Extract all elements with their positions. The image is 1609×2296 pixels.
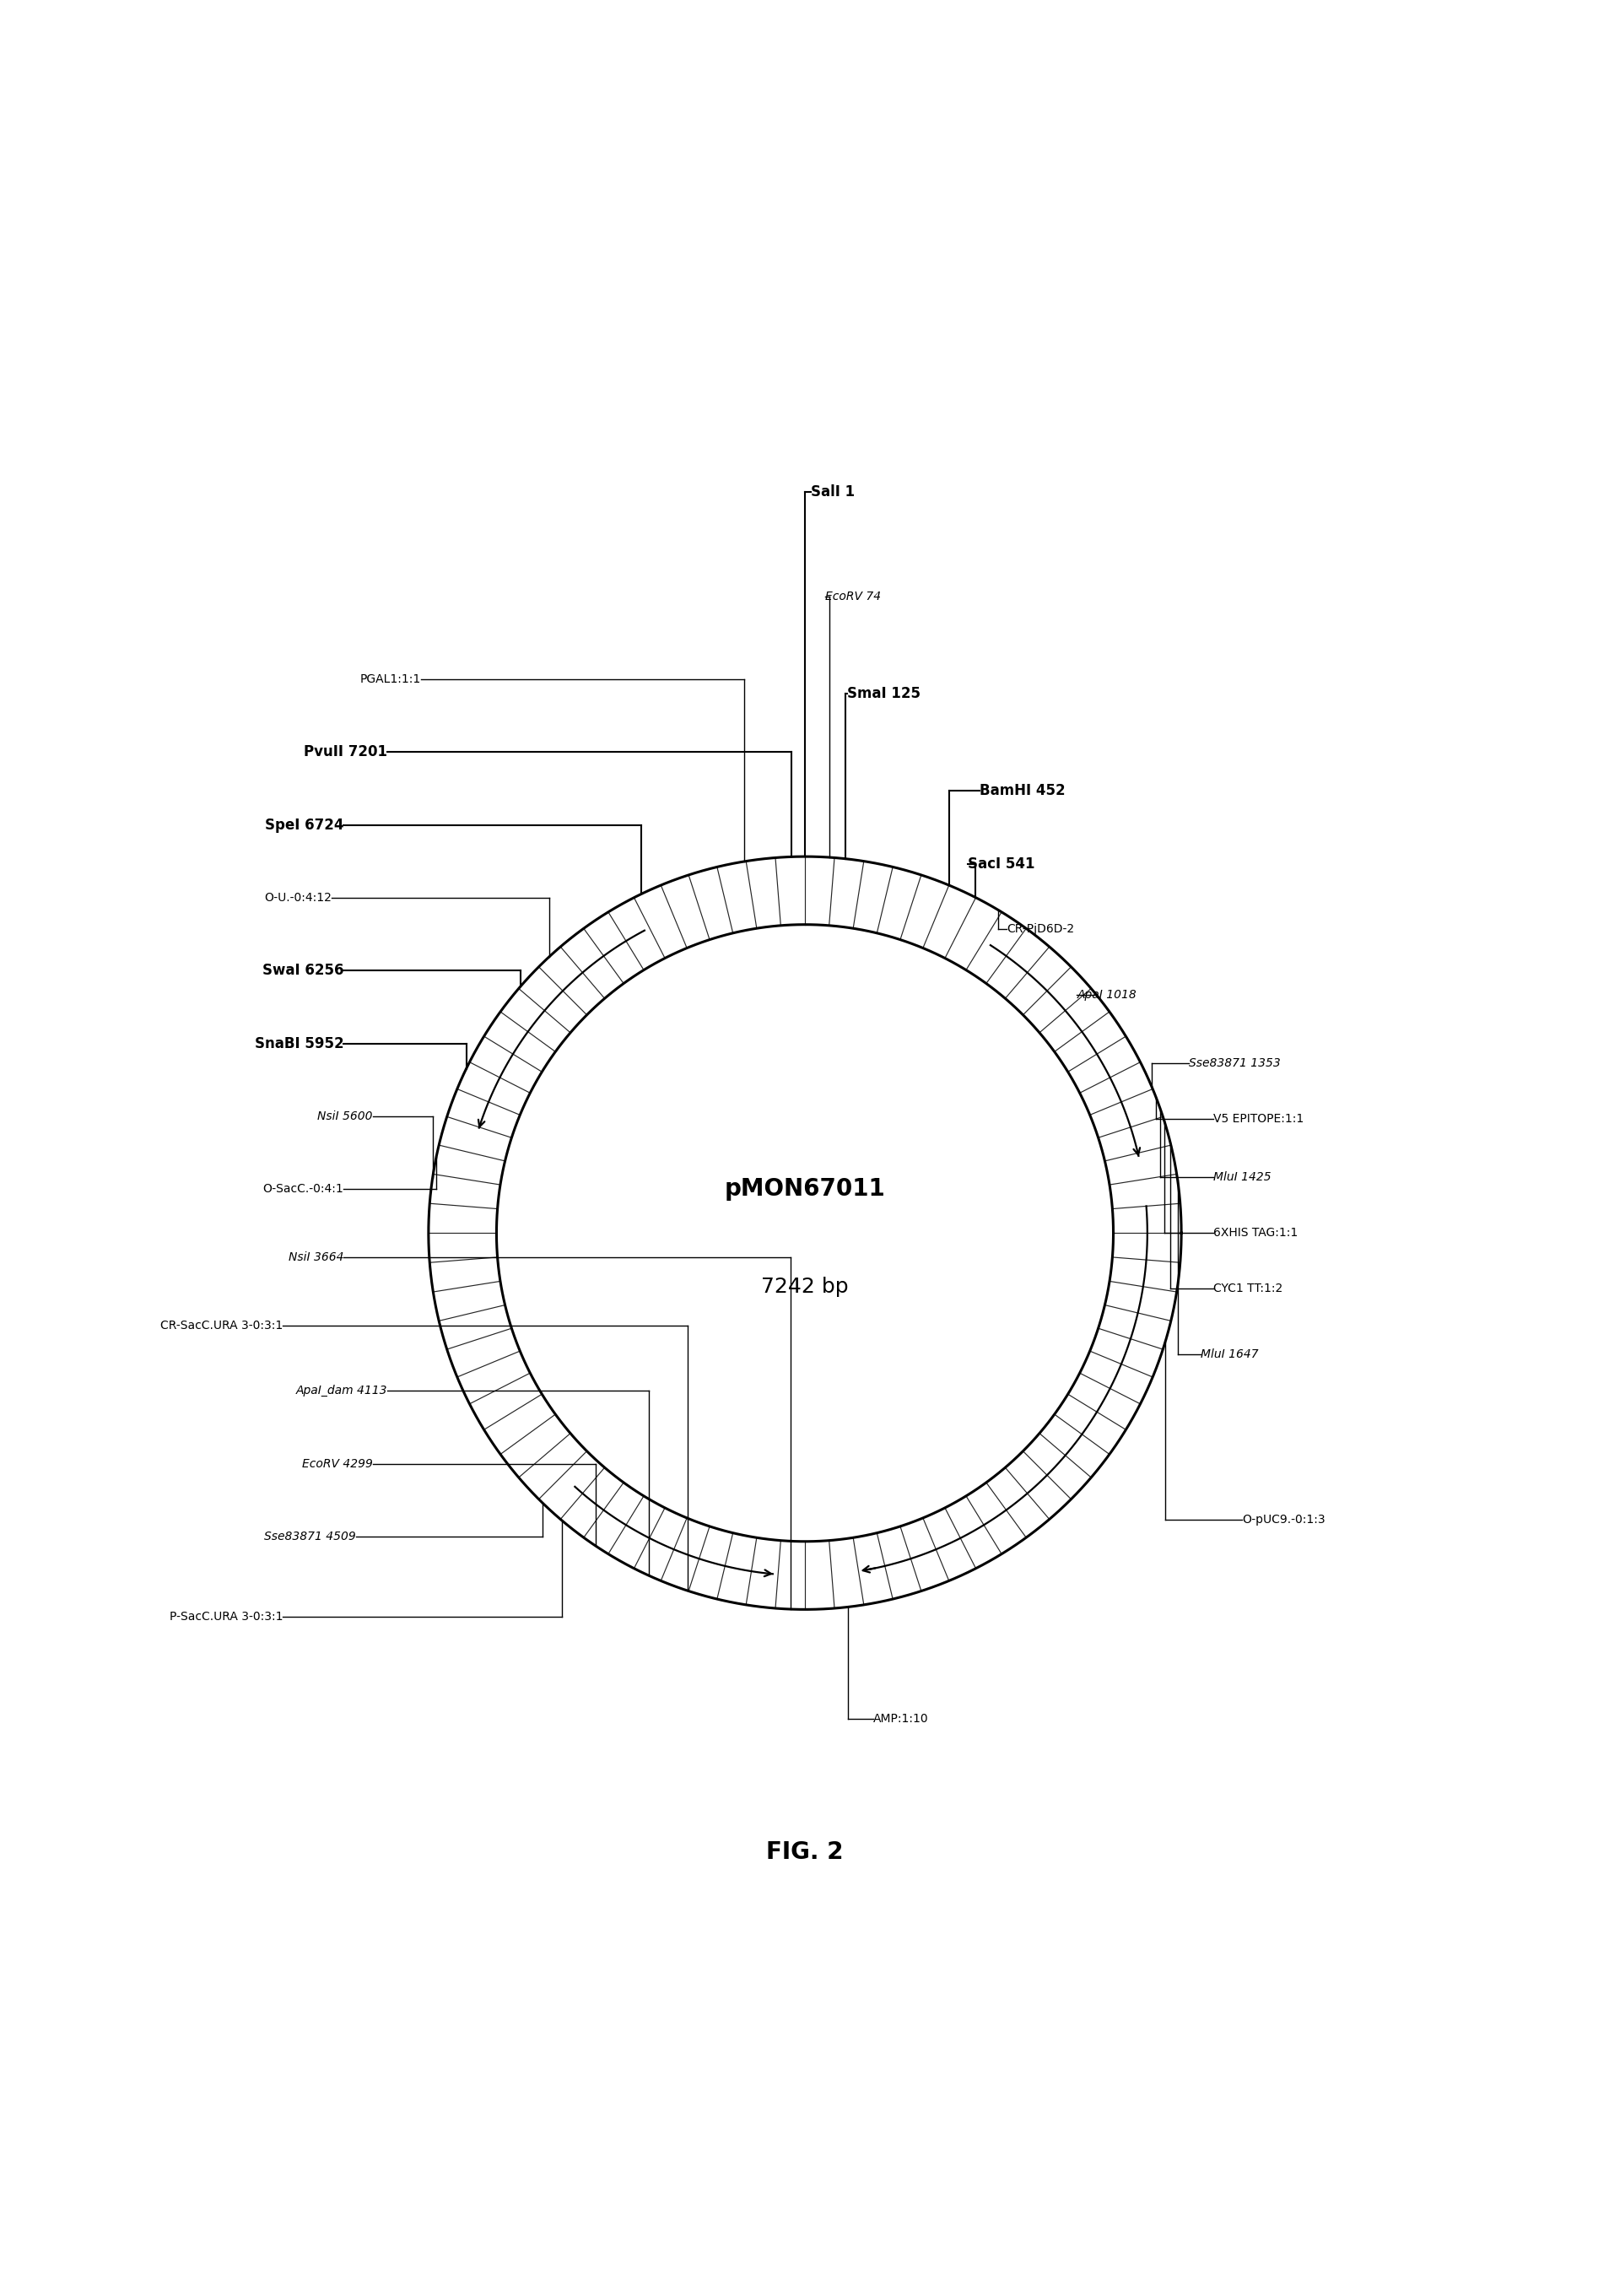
Text: O-U.-0:4:12: O-U.-0:4:12 bbox=[264, 891, 331, 905]
Text: NsiI 5600: NsiI 5600 bbox=[317, 1111, 372, 1123]
Text: SacI 541: SacI 541 bbox=[967, 856, 1035, 872]
Text: EcoRV 74: EcoRV 74 bbox=[825, 590, 880, 602]
Text: ApaI 1018: ApaI 1018 bbox=[1076, 990, 1136, 1001]
Text: 7242 bp: 7242 bp bbox=[761, 1277, 848, 1297]
Text: NsiI 3664: NsiI 3664 bbox=[288, 1251, 343, 1263]
Text: SalI 1: SalI 1 bbox=[811, 484, 854, 501]
Text: Sse83871 1353: Sse83871 1353 bbox=[1187, 1056, 1279, 1070]
Text: ApaI_dam 4113: ApaI_dam 4113 bbox=[296, 1384, 388, 1396]
Text: O-SacC.-0:4:1: O-SacC.-0:4:1 bbox=[262, 1182, 343, 1196]
Text: SpeI 6724: SpeI 6724 bbox=[264, 817, 343, 833]
Text: MluI 1425: MluI 1425 bbox=[1212, 1171, 1270, 1182]
Text: CYC1 TT:1:2: CYC1 TT:1:2 bbox=[1212, 1283, 1282, 1295]
Text: AMP:1:10: AMP:1:10 bbox=[872, 1713, 928, 1724]
Text: CR-PjD6D-2: CR-PjD6D-2 bbox=[1006, 923, 1073, 934]
Text: 6XHIS TAG:1:1: 6XHIS TAG:1:1 bbox=[1212, 1226, 1297, 1240]
Text: P-SacC.URA 3-0:3:1: P-SacC.URA 3-0:3:1 bbox=[169, 1612, 283, 1623]
Text: EcoRV 4299: EcoRV 4299 bbox=[302, 1458, 372, 1469]
Text: SnaBI 5952: SnaBI 5952 bbox=[254, 1035, 343, 1052]
Text: CR-SacC.URA 3-0:3:1: CR-SacC.URA 3-0:3:1 bbox=[161, 1320, 283, 1332]
Text: SwaI 6256: SwaI 6256 bbox=[262, 962, 343, 978]
Text: MluI 1647: MluI 1647 bbox=[1200, 1348, 1258, 1359]
Text: FIG. 2: FIG. 2 bbox=[766, 1841, 843, 1864]
Text: V5 EPITOPE:1:1: V5 EPITOPE:1:1 bbox=[1212, 1114, 1303, 1125]
Text: Sse83871 4509: Sse83871 4509 bbox=[264, 1531, 356, 1543]
Text: O-pUC9.-0:1:3: O-pUC9.-0:1:3 bbox=[1242, 1513, 1324, 1525]
Text: PGAL1:1:1: PGAL1:1:1 bbox=[360, 673, 422, 684]
Text: pMON67011: pMON67011 bbox=[724, 1178, 885, 1201]
Text: BamHI 452: BamHI 452 bbox=[980, 783, 1065, 799]
Text: SmaI 125: SmaI 125 bbox=[846, 687, 920, 700]
Text: PvuII 7201: PvuII 7201 bbox=[304, 744, 388, 760]
